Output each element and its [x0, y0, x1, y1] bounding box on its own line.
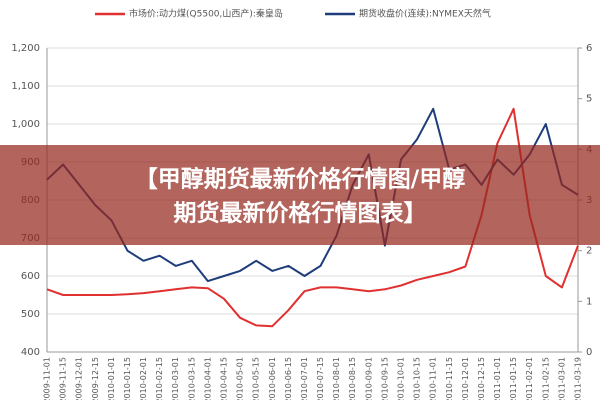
y-tick-label: 500 — [21, 309, 40, 320]
y2-tick-label: 5 — [586, 94, 592, 105]
x-tick-label: 2010-02-01 — [139, 357, 148, 400]
x-tick-label: 2010-06-01 — [268, 357, 277, 400]
x-tick-label: 2010-06-15 — [284, 357, 293, 400]
legend-label: 期货收盘价(连续):NYMEX天然气 — [359, 8, 491, 20]
x-tick-label: 2010-09-15 — [380, 357, 389, 400]
y2-tick-label: 6 — [586, 43, 592, 54]
banner-band — [0, 145, 600, 245]
x-tick-label: 2010-03-01 — [171, 357, 180, 400]
x-tick-label: 2010-02-15 — [155, 357, 164, 400]
y-tick-label: 1,000 — [11, 119, 40, 130]
x-tick-label: 2010-07-01 — [300, 357, 309, 400]
x-tick-label: 2010-12-01 — [461, 357, 470, 400]
x-tick-label: 2010-05-01 — [236, 357, 245, 400]
x-tick-label: 2009-12-01 — [75, 357, 84, 400]
x-tick-label: 2010-11-15 — [445, 357, 454, 400]
x-tick-label: 2011-01-15 — [509, 357, 518, 400]
x-tick-label: 2010-09-01 — [364, 357, 373, 400]
x-tick-label: 2010-04-15 — [220, 357, 229, 400]
x-tick-label: 2011-02-01 — [525, 357, 534, 400]
banner-line: 期货最新价格行情图表】 — [174, 200, 427, 227]
x-tick-label: 2011-02-15 — [541, 357, 550, 400]
x-tick-label: 2011-03-19 — [574, 357, 583, 400]
plot-area: 4005006007008009001,0001,1001,2000123456… — [11, 8, 592, 400]
y-tick-label: 1,100 — [11, 81, 40, 92]
y2-tick-label: 2 — [586, 246, 592, 257]
banner: 【甲醇期货最新价格行情图/甲醇 期货最新价格行情图表】 — [0, 145, 600, 245]
x-tick-label: 2009-11-15 — [59, 357, 68, 400]
legend-label: 市场价:动力煤(Q5500,山西产):秦皇岛 — [129, 8, 283, 20]
y-tick-label: 600 — [21, 271, 40, 282]
x-tick-label: 2010-03-15 — [187, 357, 196, 400]
x-tick-label: 2010-01-01 — [107, 357, 116, 400]
x-tick-label: 2010-10-01 — [397, 357, 406, 400]
x-tick-label: 2010-08-15 — [348, 357, 357, 400]
x-tick-label: 2011-01-01 — [493, 357, 502, 400]
x-tick-label: 2010-08-01 — [332, 357, 341, 400]
x-tick-label: 2010-05-15 — [252, 357, 261, 400]
x-tick-label: 2010-04-01 — [203, 357, 212, 400]
y2-tick-label: 0 — [586, 347, 592, 358]
x-tick-label: 2010-12-15 — [477, 357, 486, 400]
x-tick-label: 2010-10-15 — [413, 357, 422, 400]
x-tick-label: 2010-07-15 — [316, 357, 325, 400]
x-tick-label: 2009-12-15 — [91, 357, 100, 400]
y-tick-label: 400 — [21, 347, 40, 358]
x-tick-label: 2010-11-01 — [429, 357, 438, 400]
y2-tick-label: 1 — [586, 296, 592, 307]
y-tick-label: 1,200 — [11, 43, 40, 54]
x-tick-label: 2009-11-01 — [43, 357, 52, 400]
x-tick-label: 2011-03-01 — [557, 357, 566, 400]
x-tick-label: 2010-01-15 — [123, 357, 132, 400]
banner-line: 【甲醇期货最新价格行情图/甲醇 — [135, 166, 465, 193]
